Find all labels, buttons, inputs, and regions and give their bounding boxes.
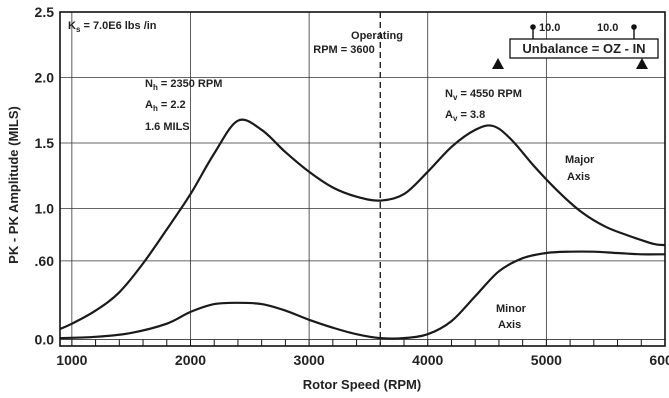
x-tick-label: 5000: [531, 352, 562, 368]
right-unbalance-value: 10.0: [597, 22, 618, 34]
y-tick-label: 2.0: [35, 69, 55, 85]
y-tick-label: 1.5: [35, 135, 55, 151]
operating-label-line2: RPM = 3600: [313, 44, 374, 56]
y-tick-label: 2.5: [35, 4, 55, 20]
nv-annotation: Nv = 4550 RPM: [445, 88, 522, 102]
y-tick-label: 1.0: [35, 200, 55, 216]
right-support-icon: [636, 58, 648, 69]
x-tick-label: 2000: [175, 352, 206, 368]
left-unbalance-value: 10.0: [539, 22, 560, 34]
x-axis-title: Rotor Speed (RPM): [303, 377, 421, 392]
minor-axis-curve: [59, 250, 666, 340]
right-weight-dot: [631, 24, 637, 30]
y-tick-label: 0.0: [35, 331, 55, 347]
mils-annotation: 1.6 MILS: [145, 121, 190, 133]
minor-axis-label-line1: Minor: [496, 303, 527, 315]
minor-axis-label-line2: Axis: [498, 319, 521, 331]
ks-annotation: Ks = 7.0E6 lbs /in: [68, 20, 157, 34]
unbalance-legend: 10.0 10.0 Unbalance = OZ - IN: [492, 22, 659, 69]
left-weight-dot: [530, 24, 536, 30]
plot-frame: [59, 11, 666, 347]
x-tick-label: 3000: [294, 352, 325, 368]
y-tick-label: .60: [35, 253, 55, 269]
x-tick-label: 4000: [412, 352, 443, 368]
major-axis-curve: [59, 118, 666, 331]
nh-annotation: Nh = 2350 RPM: [145, 78, 222, 92]
unbalance-box: [509, 38, 659, 59]
operating-label-line1: Operating: [351, 30, 403, 42]
av-annotation: Av = 3.8: [445, 109, 485, 123]
left-support-icon: [492, 58, 504, 69]
unbalance-label: Unbalance = OZ - IN: [522, 41, 645, 56]
major-axis-label-line1: Major: [565, 154, 595, 166]
major-axis-label-line2: Axis: [567, 171, 590, 183]
x-tick-label: 1000: [56, 352, 87, 368]
y-axis-title: PK - PK Amplitude (MILS): [6, 106, 21, 264]
curves: [59, 118, 666, 340]
ah-annotation: Ah = 2.2: [145, 99, 186, 113]
